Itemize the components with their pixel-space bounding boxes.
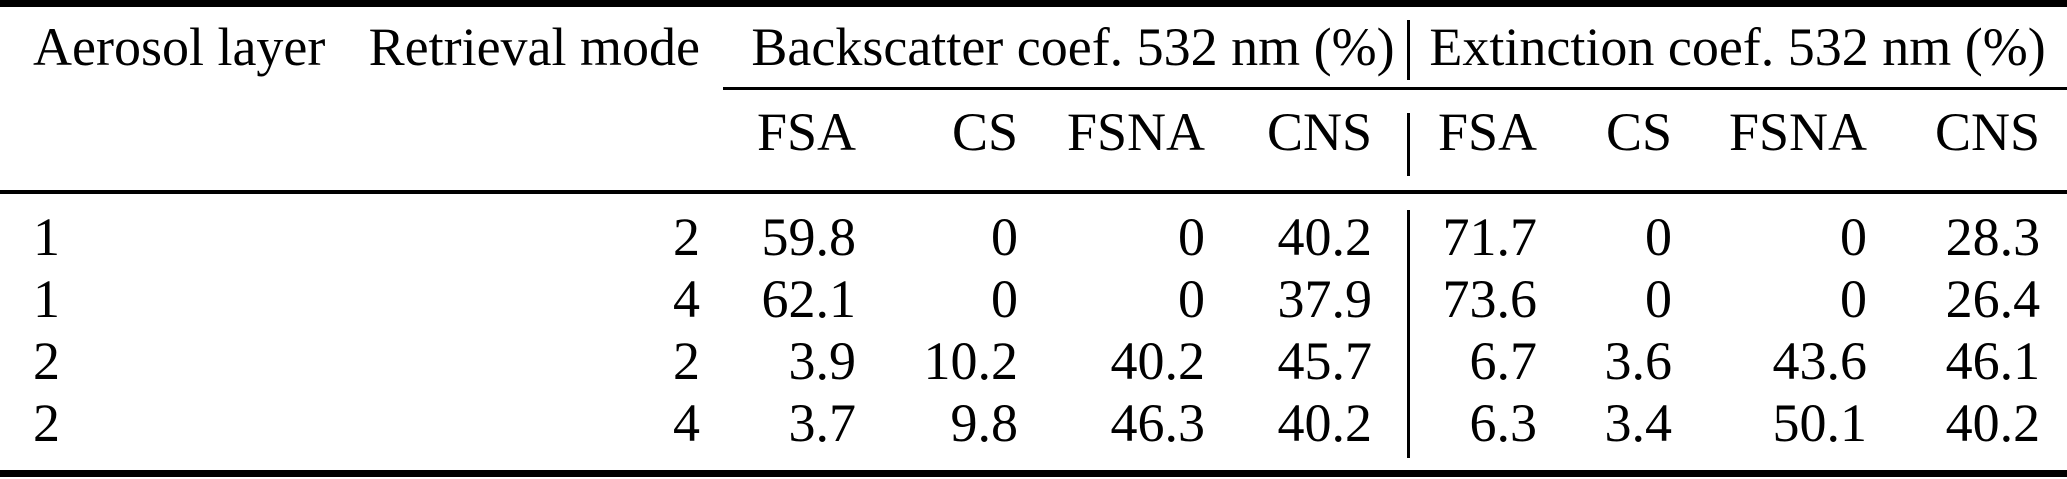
subcol-extinction-fsa: FSA	[1437, 102, 1538, 162]
cell-extinction-fsna: 43.6	[1772, 331, 1868, 391]
group-header-backscatter: Backscatter coef. 532 nm (%)	[751, 17, 1395, 77]
cell-extinction-cns: 26.4	[1945, 269, 2041, 329]
cell-backscatter-fsa: 62.1	[761, 269, 857, 329]
cell-aerosol-layer: 2	[33, 393, 60, 453]
group-header-extinction: Extinction coef. 532 nm (%)	[1429, 17, 2046, 77]
subcol-extinction-cs: CS	[1605, 102, 1673, 162]
cell-retrieval-mode: 2	[673, 331, 700, 391]
subheader-row: FSA CS FSNA CNS FSA CS FSNA CNS	[0, 94, 2067, 190]
cell-retrieval-mode: 4	[673, 269, 700, 329]
cell-extinction-fsa: 6.7	[1469, 331, 1538, 391]
cell-extinction-fsna: 0	[1840, 269, 1868, 329]
cell-backscatter-fsna: 46.3	[1110, 393, 1206, 453]
table-row: 1 4 62.1 0 0 37.9 73.6 0 0 26.4	[0, 268, 2067, 330]
cell-extinction-cns: 46.1	[1945, 331, 2041, 391]
cell-extinction-cns: 28.3	[1945, 207, 2041, 267]
cell-backscatter-fsna: 40.2	[1110, 331, 1206, 391]
cell-backscatter-fsna: 0	[1178, 207, 1205, 267]
cell-extinction-cs: 0	[1645, 269, 1673, 329]
cell-extinction-cs: 3.6	[1604, 331, 1673, 391]
column-divider-segment-body	[1407, 210, 1410, 458]
cell-backscatter-fsa: 3.9	[788, 331, 857, 391]
cell-aerosol-layer: 1	[33, 207, 60, 267]
cell-aerosol-layer: 1	[33, 269, 60, 329]
cell-extinction-cns: 40.2	[1945, 393, 2041, 453]
subcol-extinction-fsna: FSNA	[1728, 102, 1868, 162]
cell-extinction-fsa: 6.3	[1469, 393, 1538, 453]
cell-extinction-cs: 3.4	[1604, 393, 1673, 453]
results-table: Aerosol layer Retrieval mode Backscatter…	[0, 7, 2067, 454]
subcol-backscatter-cs: CS	[951, 102, 1018, 162]
cell-backscatter-cns: 40.2	[1277, 393, 1373, 453]
cell-backscatter-fsa: 3.7	[788, 393, 857, 453]
cell-aerosol-layer: 2	[33, 331, 60, 391]
group-header-row: Aerosol layer Retrieval mode Backscatter…	[0, 7, 2067, 94]
cell-backscatter-cns: 37.9	[1277, 269, 1373, 329]
column-divider-segment-middle	[1407, 113, 1410, 176]
cell-backscatter-cs: 0	[991, 207, 1018, 267]
col-header-aerosol-layer: Aerosol layer	[33, 17, 326, 77]
column-divider-segment-top	[1407, 20, 1410, 80]
cell-extinction-fsa: 73.6	[1442, 269, 1538, 329]
cell-backscatter-cns: 40.2	[1277, 207, 1373, 267]
table-container: Aerosol layer Retrieval mode Backscatter…	[0, 7, 2067, 454]
cell-backscatter-cs: 0	[991, 269, 1018, 329]
subcol-backscatter-fsna: FSNA	[1066, 102, 1205, 162]
cell-backscatter-fsna: 0	[1178, 269, 1205, 329]
subheader-spacer-retrieval-mode	[340, 94, 712, 190]
bottom-rule	[0, 470, 2067, 477]
group-header-rule	[723, 87, 2067, 90]
subcol-backscatter-cns: CNS	[1267, 102, 1373, 162]
header-body-rule	[0, 190, 2067, 194]
cell-backscatter-cs: 10.2	[923, 331, 1019, 391]
cell-extinction-fsna: 0	[1840, 207, 1868, 267]
top-rule	[0, 0, 2067, 7]
table-row: 2 2 3.9 10.2 40.2 45.7 6.7 3.6 43.6 46.1	[0, 330, 2067, 392]
cell-retrieval-mode: 4	[673, 393, 700, 453]
cell-backscatter-cs: 9.8	[950, 393, 1019, 453]
subcol-extinction-cns: CNS	[1935, 102, 2041, 162]
table-row: 1 2 59.8 0 0 40.2 71.7 0 0 28.3	[0, 190, 2067, 268]
cell-extinction-fsa: 71.7	[1442, 207, 1538, 267]
cell-extinction-cs: 0	[1645, 207, 1673, 267]
col-header-retrieval-mode: Retrieval mode	[368, 17, 700, 77]
table-row: 2 4 3.7 9.8 46.3 40.2 6.3 3.4 50.1 40.2	[0, 392, 2067, 454]
subcol-backscatter-fsa: FSA	[756, 102, 856, 162]
subheader-spacer-aerosol-layer	[0, 94, 340, 190]
cell-retrieval-mode: 2	[673, 207, 700, 267]
cell-backscatter-fsa: 59.8	[761, 207, 857, 267]
cell-extinction-fsna: 50.1	[1772, 393, 1868, 453]
cell-backscatter-cns: 45.7	[1277, 331, 1373, 391]
